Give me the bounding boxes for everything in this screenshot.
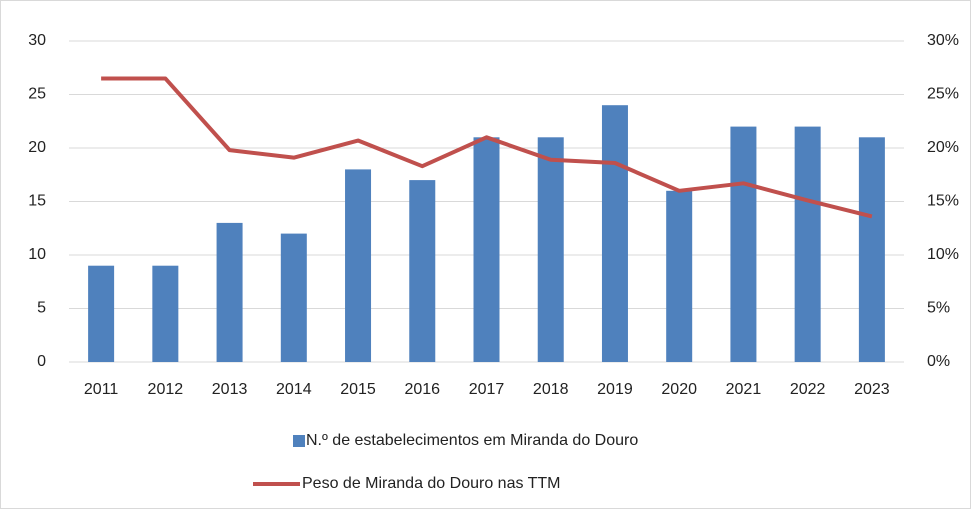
bar [409, 180, 436, 362]
x-tick-label: 2016 [404, 381, 440, 398]
y2-tick-label: 10% [927, 246, 959, 263]
y-tick-label: 30 [28, 32, 46, 49]
y-tick-label: 10 [28, 246, 46, 263]
bar [537, 137, 564, 362]
legend-label: Peso de Miranda do Douro nas TTM [302, 475, 561, 492]
y2-tick-label: 5% [927, 300, 950, 317]
x-tick-label: 2013 [212, 381, 248, 398]
x-tick-label: 2017 [469, 381, 505, 398]
line-series [101, 76, 873, 219]
bar [601, 105, 628, 362]
bar [794, 126, 821, 362]
bar [88, 265, 115, 362]
bar [666, 190, 693, 362]
x-tick-label: 2020 [661, 381, 697, 398]
y2-tick-label: 30% [927, 32, 959, 49]
y2-tick-label: 20% [927, 139, 959, 156]
y-tick-label: 0 [37, 353, 46, 370]
y2-tick-label: 0% [927, 353, 950, 370]
x-tick-label: 2015 [340, 381, 376, 398]
y2-tick-label: 15% [927, 193, 959, 210]
x-tick-label: 2019 [597, 381, 633, 398]
y-tick-label: 5 [37, 300, 46, 317]
bar [730, 126, 757, 362]
x-tick-label: 2018 [533, 381, 569, 398]
bar [216, 222, 243, 362]
bar [858, 137, 885, 362]
legend-label: N.º de estabelecimentos em Miranda do Do… [306, 432, 638, 449]
bar [473, 137, 500, 362]
x-tick-label: 2021 [726, 381, 762, 398]
x-tick-label: 2012 [148, 381, 184, 398]
x-tick-label: 2011 [84, 381, 119, 398]
y-tick-label: 25 [28, 86, 46, 103]
x-tick-label: 2014 [276, 381, 312, 398]
y-tick-label: 20 [28, 139, 46, 156]
x-tick-label: 2022 [790, 381, 826, 398]
bar [152, 265, 179, 362]
bar [345, 169, 372, 362]
legend-swatch [293, 435, 305, 447]
y-tick-label: 15 [28, 193, 46, 210]
y2-tick-label: 25% [927, 86, 959, 103]
bar [280, 233, 307, 362]
x-tick-label: 2023 [854, 381, 890, 398]
